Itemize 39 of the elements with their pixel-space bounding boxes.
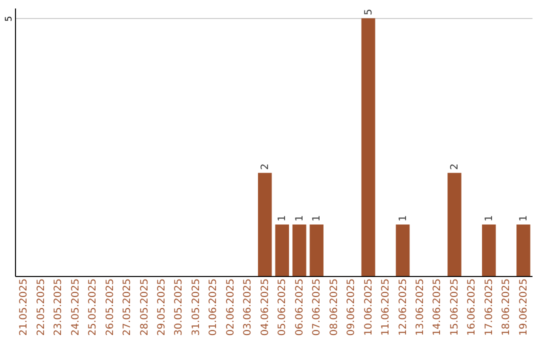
x-tick-label: 30.05.2025 [174, 278, 185, 336]
x-tick-label: 13.06.2025 [414, 278, 426, 336]
data-label: 1 [518, 215, 530, 222]
data-label: 1 [398, 215, 409, 222]
x-tick-label: 07.06.2025 [312, 278, 323, 336]
x-tick-label: 19.06.2025 [518, 278, 530, 336]
x-tick-label: 27.05.2025 [122, 278, 134, 336]
x-tick-label: 04.06.2025 [260, 278, 271, 336]
data-label: 2 [449, 164, 460, 170]
x-tick-label: 24.05.2025 [70, 278, 82, 336]
x-tick-label: 15.06.2025 [449, 278, 460, 336]
x-tick-label: 18.06.2025 [501, 278, 512, 336]
data-label: 2 [260, 164, 271, 170]
data-label: 5 [363, 8, 374, 16]
x-tick-label: 02.06.2025 [225, 278, 236, 336]
x-tick-label: 25.05.2025 [88, 278, 99, 336]
x-tick-label: 29.05.2025 [156, 278, 168, 336]
x-tick-label: 01.06.2025 [208, 278, 220, 336]
x-tick-label: 10.06.2025 [363, 278, 374, 336]
x-tick-label: 21.05.2025 [18, 278, 30, 336]
x-tick-label: 17.06.2025 [484, 278, 495, 336]
x-tick-label: 06.06.2025 [294, 278, 306, 336]
x-tick-label: 31.05.2025 [190, 278, 202, 336]
data-label: 1 [312, 215, 323, 222]
x-tick-label: 03.06.2025 [242, 278, 254, 336]
x-tick-label: 22.05.2025 [36, 278, 47, 336]
x-tick-label: 23.05.2025 [53, 278, 64, 336]
x-tick-label: 26.05.2025 [104, 278, 116, 336]
x-tick-label: 08.06.2025 [328, 278, 340, 336]
x-tick-label: 14.06.2025 [432, 278, 444, 336]
data-label: 1 [484, 215, 495, 222]
x-tick-label: 28.05.2025 [139, 278, 150, 336]
x-tick-label: 11.06.2025 [380, 278, 392, 336]
data-label: 1 [294, 215, 306, 222]
data-label: 1 [277, 215, 288, 222]
x-tick-label: 09.06.2025 [346, 278, 358, 336]
x-tick-label: 12.06.2025 [398, 278, 409, 336]
x-tick-label: 05.06.2025 [277, 278, 288, 336]
x-tick-label: 16.06.2025 [466, 278, 478, 336]
